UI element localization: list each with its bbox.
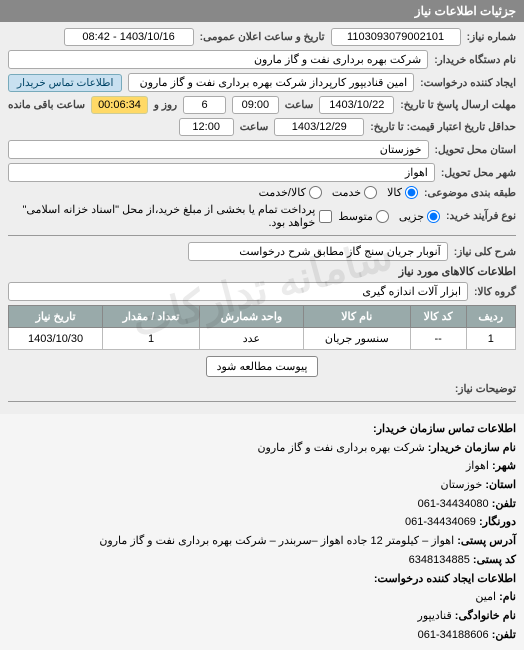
remaining-label: ساعت باقی مانده [8,99,85,111]
name-label: نام: [499,591,516,603]
validity-time-field: 12:00 [179,118,234,136]
deadline-date-field: 1403/10/22 [319,96,394,114]
payment-checkbox[interactable] [319,210,332,223]
org-value: شرکت بهره برداری نفت و گاز مارون [257,442,424,454]
phone-label: تلفن: [492,498,516,510]
time-label-2: ساعت [240,121,269,133]
th-date: تاریخ نیاز [9,306,103,328]
fax-value: 34434069-061 [405,516,476,528]
need-number-field: 1103093079002101 [331,28,461,46]
contact-section: اطلاعات تماس سازمان خریدار: نام سازمان خ… [0,414,524,650]
contact-city-value: اهواز [466,460,489,472]
separator-1 [8,235,516,236]
radio-goods-label: کالا [387,186,402,199]
td-date: 1403/10/30 [9,328,103,350]
family-value: قنادیپور [418,610,452,622]
days-left-field: 6 [183,96,226,114]
address-label: آدرس پستی: [457,535,516,547]
name-value: امین [475,591,496,603]
goods-group-label: گروه کالا: [474,286,516,298]
creator-field: امین قنادیپور کارپرداز شرکت بهره برداری … [128,73,414,92]
radio-service[interactable] [364,186,377,199]
creator-label: ایجاد کننده درخواست: [420,77,516,89]
page-header: جزئیات اطلاعات نیاز [0,0,524,22]
buyer-org-label: نام دستگاه خریدار: [434,54,516,66]
org-label: نام سازمان خریدار: [428,442,516,454]
td-unit: عدد [199,328,303,350]
phone-value: 34434080-061 [418,498,489,510]
attachment-button[interactable]: پیوست مطالعه شود [206,356,319,377]
contact-province-value: خوزستان [440,479,482,491]
table-row: 1 -- سنسور جریان عدد 1 1403/10/30 [9,328,516,350]
separator-2 [8,401,516,402]
goods-table: ردیف کد کالا نام کالا واحد شمارش تعداد /… [8,305,516,350]
deadline-label: مهلت ارسال پاسخ تا تاریخ: [400,99,516,111]
radio-goods-service-label: کالا/خدمت [259,186,306,199]
radio-small-label: جزیی [399,210,424,223]
td-qty: 1 [103,328,200,350]
validity-label: حداقل تاریخ اعتبار قیمت: تا تاریخ: [370,121,516,133]
family-label: نام خانوادگی: [455,610,516,622]
contact-info-button[interactable]: اطلاعات تماس خریدار [8,74,122,92]
radio-medium-label: متوسط [338,210,373,223]
tel-label: تلفن: [492,629,516,641]
time-label-1: ساعت [285,99,314,111]
postal-label: کد پستی: [473,554,516,566]
radio-service-label: خدمت [332,186,361,199]
buyer-org-field: شرکت بهره برداری نفت و گاز مارون [8,50,428,69]
contact-city-label: شهر: [492,460,516,472]
need-number-label: شماره نیاز: [467,31,516,43]
goods-group-field: ابزار آلات اندازه گیری [8,282,468,301]
td-code: -- [410,328,466,350]
province-label: استان محل تحویل: [435,144,516,156]
need-desc-field: آنوبار جریان سنج گاز مطابق شرح درخواست [188,242,448,261]
category-radio-group: کالا خدمت کالا/خدمت [259,186,418,199]
process-label: نوع فرآیند خرید: [446,210,516,222]
th-row: ردیف [466,306,515,328]
radio-goods-service[interactable] [309,186,322,199]
announce-label: تاریخ و ساعت اعلان عمومی: [200,31,325,43]
fax-label: دورنگار: [479,516,516,528]
notes-label: توضیحات نیاز: [455,383,516,395]
province-field: خوزستان [8,140,429,159]
city-label: شهر محل تحویل: [441,167,516,179]
days-unit-label: روز و [154,99,177,111]
th-name: نام کالا [303,306,410,328]
radio-small[interactable] [427,210,440,223]
process-radio-group: جزیی متوسط [338,210,440,223]
td-name: سنسور جریان [303,328,410,350]
announce-field: 1403/10/16 - 08:42 [64,28,194,46]
remaining-time-field: 00:06:34 [91,96,148,114]
radio-goods[interactable] [405,186,418,199]
address-value: اهواز – کیلومتر 12 جاده اهواز –سربندر – … [99,535,454,547]
radio-medium[interactable] [376,210,389,223]
deadline-time-field: 09:00 [232,96,279,114]
postal-value: 6348134885 [409,554,470,566]
city-field: اهواز [8,163,435,182]
need-desc-label: شرح کلی نیاز: [454,246,516,258]
contact-title: اطلاعات تماس سازمان خریدار: [373,423,516,435]
th-qty: تعداد / مقدار [103,306,200,328]
th-unit: واحد شمارش [199,306,303,328]
th-code: کد کالا [410,306,466,328]
tel-value: 34188606-061 [418,629,489,641]
creator-section-title: اطلاعات ایجاد کننده درخواست: [374,573,516,585]
goods-section-title: اطلاعات کالاهای مورد نیاز [8,265,516,278]
form-area: شماره نیاز: 1103093079002101 تاریخ و ساع… [0,22,524,414]
td-row: 1 [466,328,515,350]
validity-date-field: 1403/12/29 [274,118,364,136]
category-label: طبقه بندی موضوعی: [424,187,516,199]
contact-province-label: استان: [485,479,516,491]
payment-check-label: پرداخت تمام یا بخشی از مبلغ خرید،از محل … [8,203,315,229]
